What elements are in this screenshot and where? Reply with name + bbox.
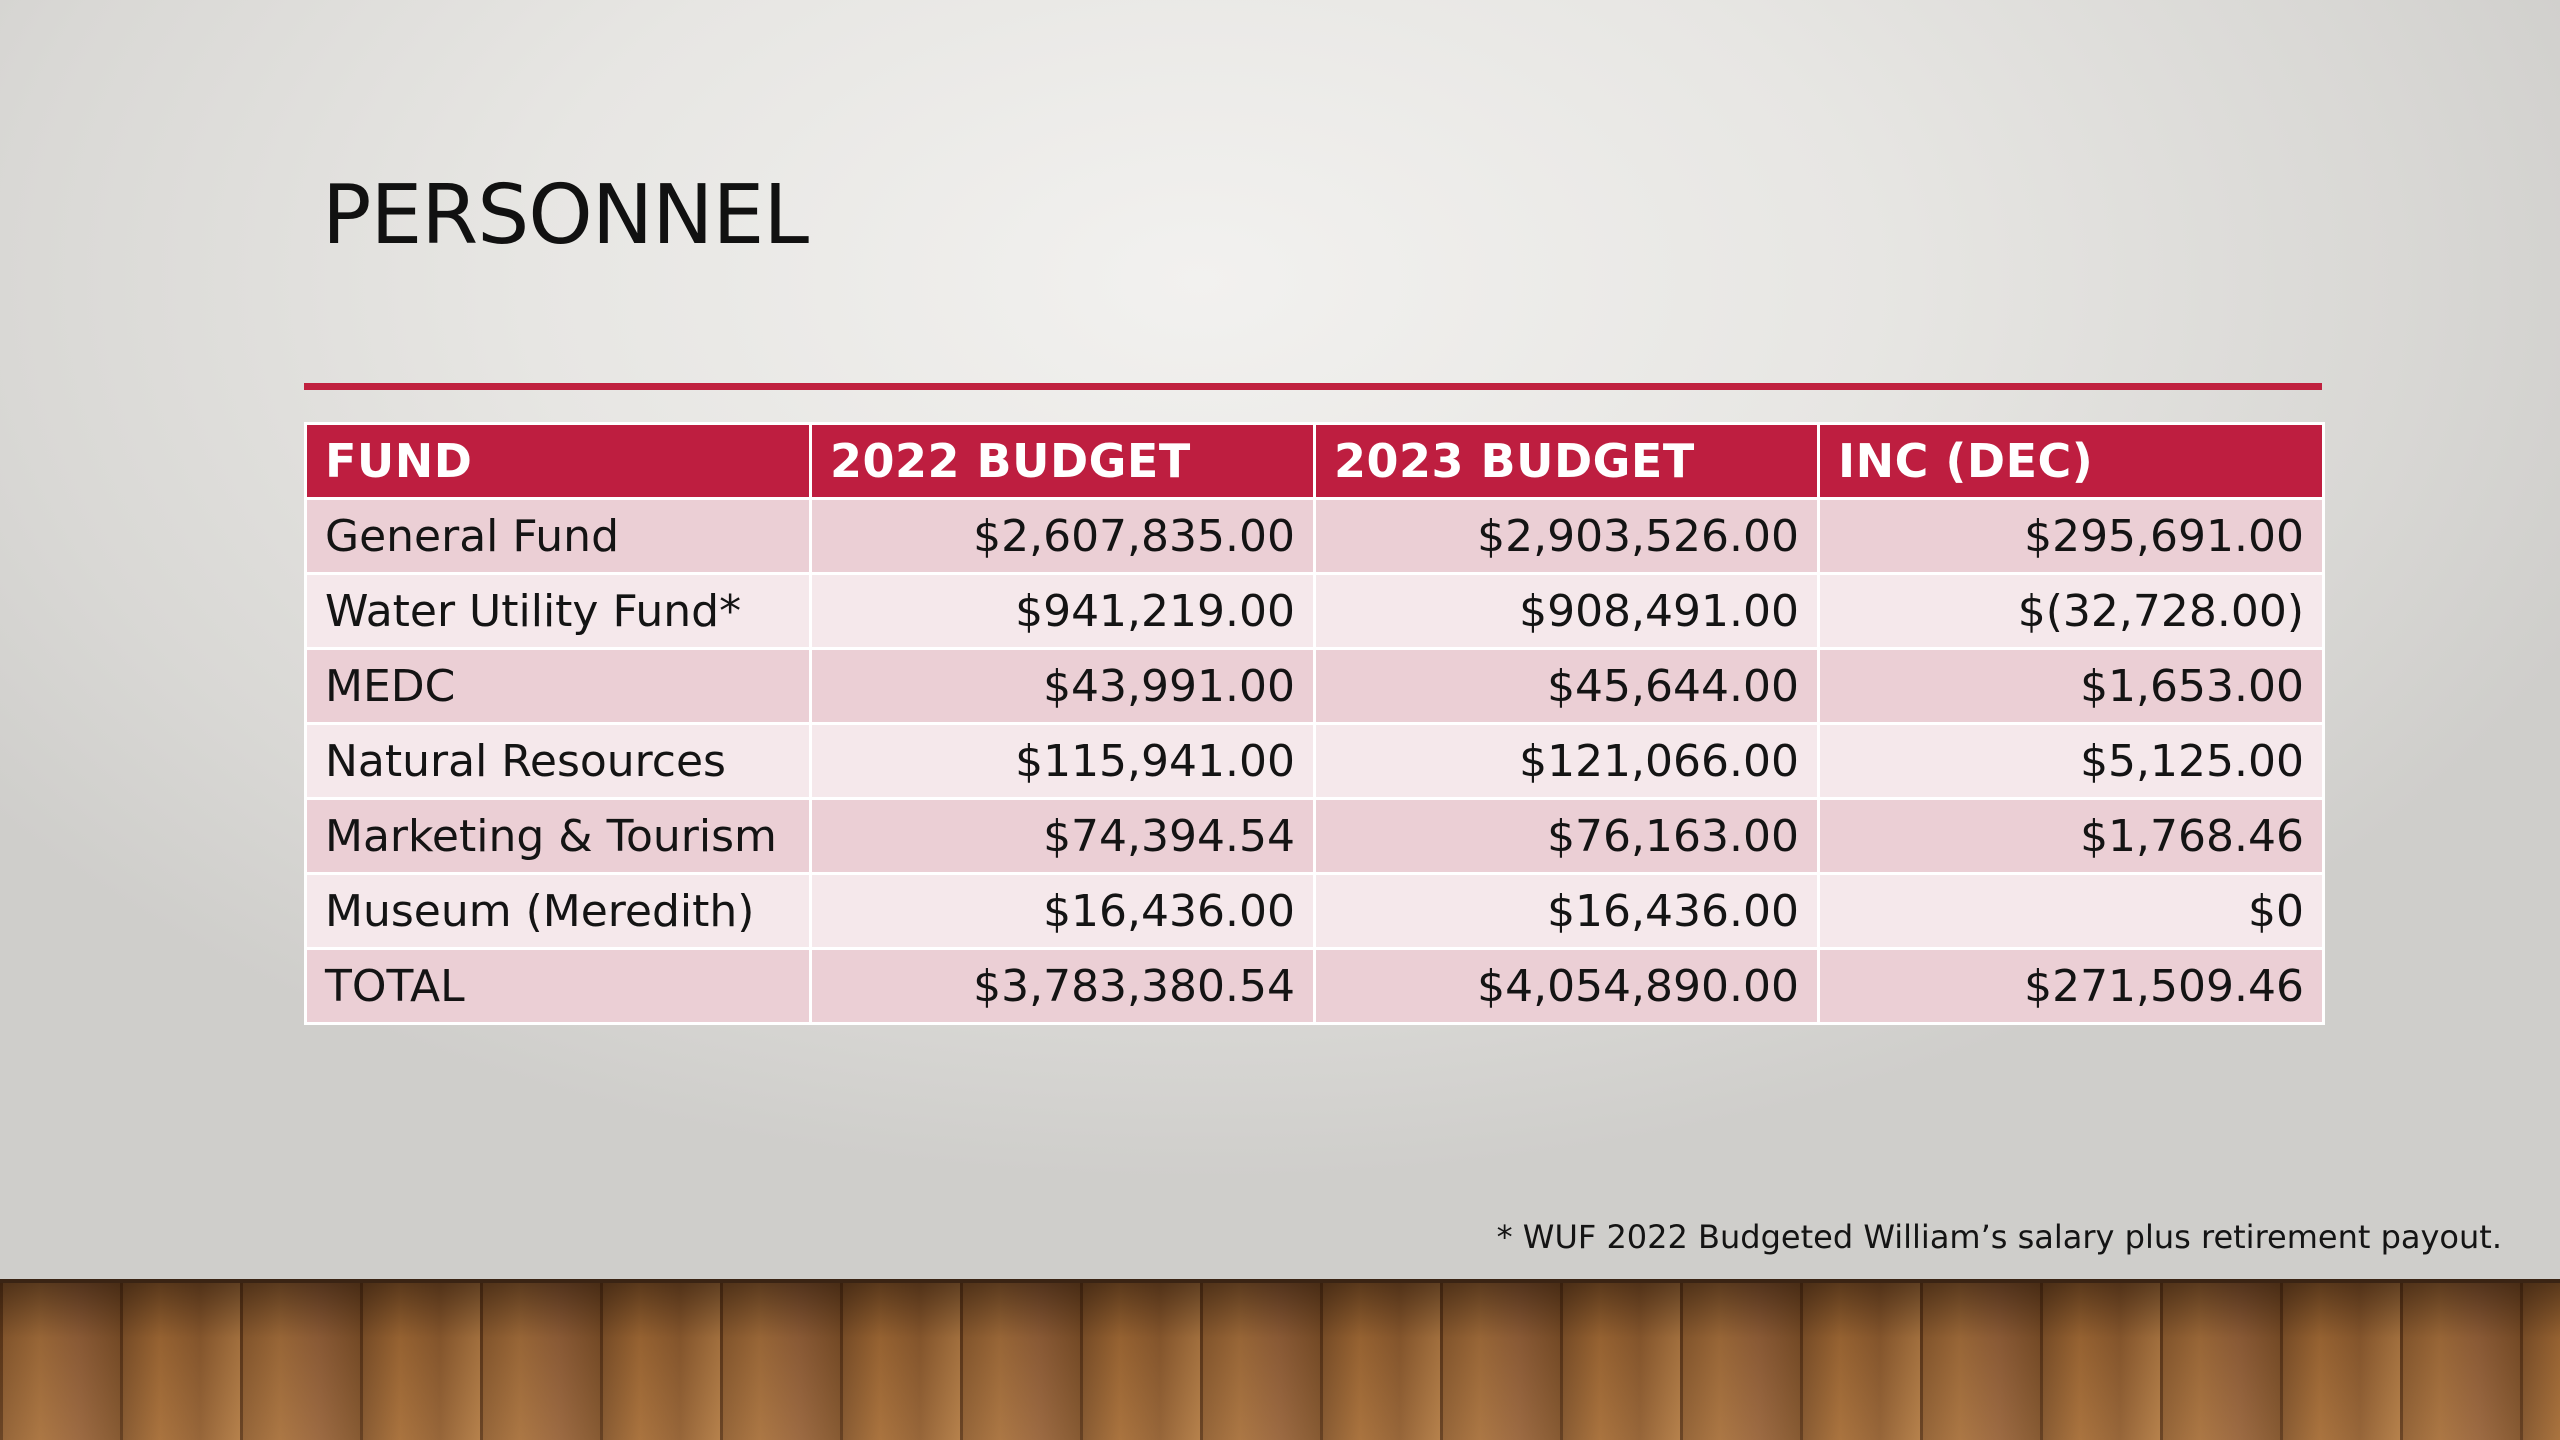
inc-dec: $271,509.46 xyxy=(1817,947,2325,1025)
fund-name: TOTAL xyxy=(304,947,812,1025)
budget-2022: $115,941.00 xyxy=(809,722,1316,800)
slide-title: PERSONNEL xyxy=(322,168,809,263)
budget-2022: $43,991.00 xyxy=(809,647,1316,725)
inc-dec: $0 xyxy=(1817,872,2325,950)
budget-2022: $941,219.00 xyxy=(809,572,1316,650)
budget-2023: $2,903,526.00 xyxy=(1313,497,1820,575)
floor-edge xyxy=(0,1279,2560,1285)
fund-name: Museum (Meredith) xyxy=(304,872,812,950)
header-inc-dec: INC (DEC) xyxy=(1817,422,2325,500)
header-fund: FUND xyxy=(304,422,812,500)
footnote: * WUF 2022 Budgeted William’s salary plu… xyxy=(1496,1218,2502,1256)
budget-2023: $16,436.00 xyxy=(1313,872,1820,950)
table-row: Natural Resources $115,941.00 $121,066.0… xyxy=(304,722,2325,800)
budget-2022: $16,436.00 xyxy=(809,872,1316,950)
personnel-table: FUND 2022 BUDGET 2023 BUDGET INC (DEC) G… xyxy=(304,422,2325,1025)
table-row: General Fund $2,607,835.00 $2,903,526.00… xyxy=(304,497,2325,575)
inc-dec: $1,768.46 xyxy=(1817,797,2325,875)
fund-name: Marketing & Tourism xyxy=(304,797,812,875)
floor-shading xyxy=(0,1283,2560,1440)
fund-name: General Fund xyxy=(304,497,812,575)
table-row: MEDC $43,991.00 $45,644.00 $1,653.00 xyxy=(304,647,2325,725)
inc-dec: $1,653.00 xyxy=(1817,647,2325,725)
header-2022-budget: 2022 BUDGET xyxy=(809,422,1316,500)
budget-2023: $45,644.00 xyxy=(1313,647,1820,725)
budget-2022: $2,607,835.00 xyxy=(809,497,1316,575)
fund-name: MEDC xyxy=(304,647,812,725)
header-2023-budget: 2023 BUDGET xyxy=(1313,422,1820,500)
accent-rule xyxy=(304,383,2322,390)
table-row: Marketing & Tourism $74,394.54 $76,163.0… xyxy=(304,797,2325,875)
table-total-row: TOTAL $3,783,380.54 $4,054,890.00 $271,5… xyxy=(304,947,2325,1025)
table-header-row: FUND 2022 BUDGET 2023 BUDGET INC (DEC) xyxy=(304,422,2325,500)
budget-2023: $4,054,890.00 xyxy=(1313,947,1820,1025)
inc-dec: $5,125.00 xyxy=(1817,722,2325,800)
inc-dec: $295,691.00 xyxy=(1817,497,2325,575)
table-row: Water Utility Fund* $941,219.00 $908,491… xyxy=(304,572,2325,650)
budget-2023: $908,491.00 xyxy=(1313,572,1820,650)
budget-2022: $3,783,380.54 xyxy=(809,947,1316,1025)
inc-dec: $(32,728.00) xyxy=(1817,572,2325,650)
budget-2023: $121,066.00 xyxy=(1313,722,1820,800)
fund-name: Natural Resources xyxy=(304,722,812,800)
budget-2023: $76,163.00 xyxy=(1313,797,1820,875)
table-row: Museum (Meredith) $16,436.00 $16,436.00 … xyxy=(304,872,2325,950)
fund-name: Water Utility Fund* xyxy=(304,572,812,650)
budget-2022: $74,394.54 xyxy=(809,797,1316,875)
